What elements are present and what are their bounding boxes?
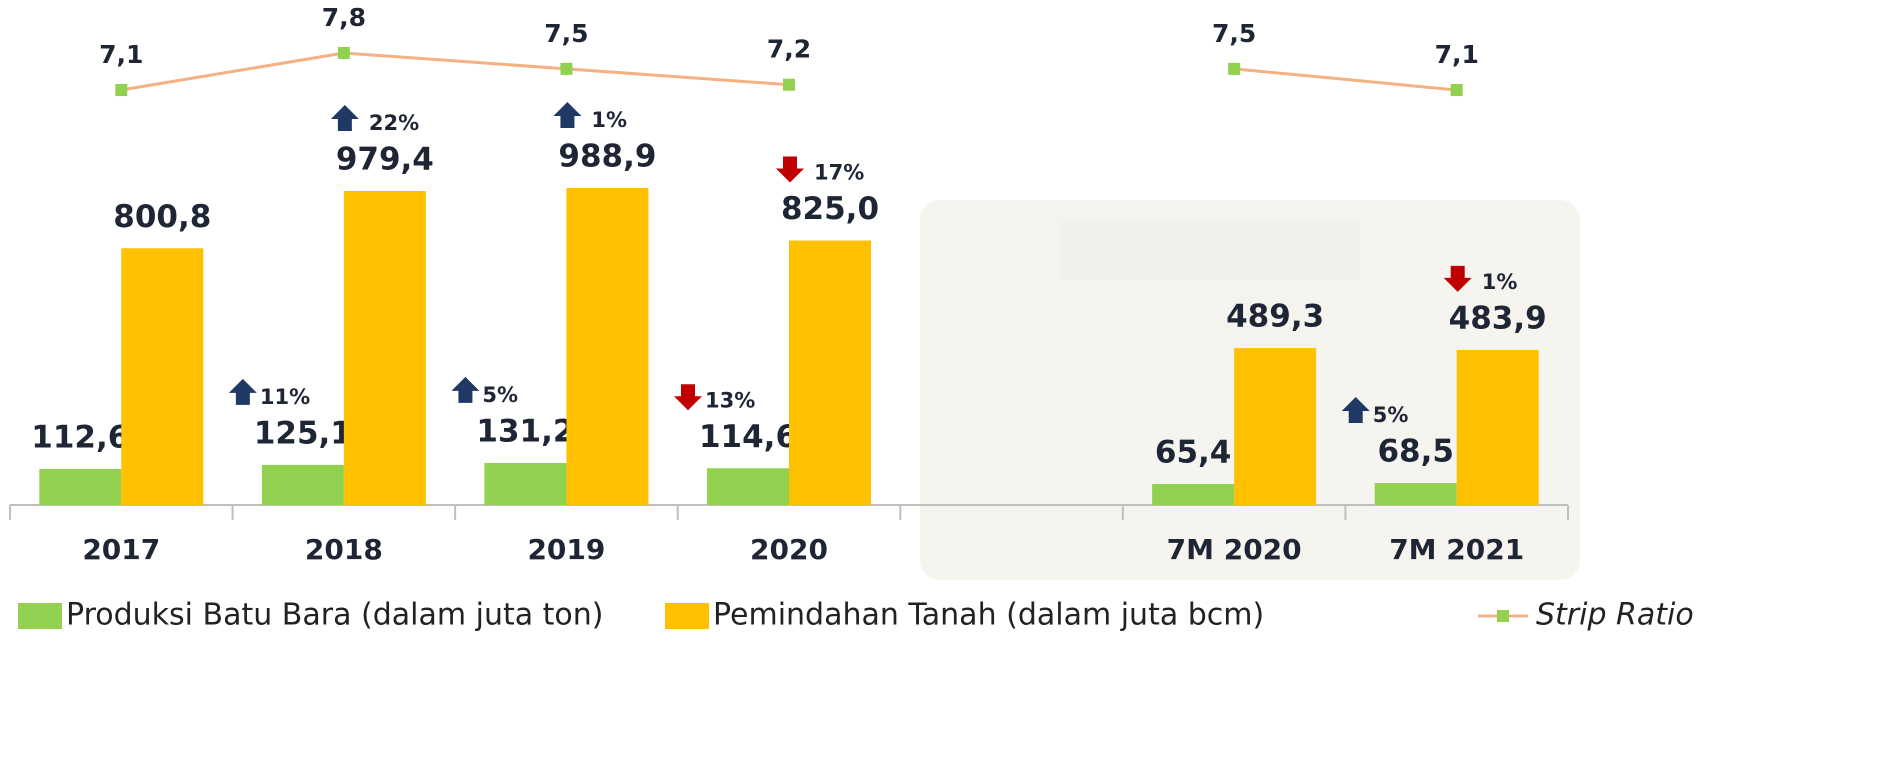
- bar: [1234, 348, 1317, 505]
- bar: [261, 464, 344, 505]
- value-label: 489,3: [1226, 299, 1324, 335]
- change-label: 1%: [1482, 270, 1518, 294]
- x-tick-label: 7M 2020: [1167, 533, 1302, 566]
- line-marker: [337, 46, 350, 59]
- legend-label: Produksi Batu Bara (dalam juta ton): [66, 598, 604, 633]
- change-label: 5%: [482, 383, 518, 407]
- bar: [1374, 483, 1457, 505]
- value-label: 483,9: [1449, 300, 1547, 336]
- line-marker: [560, 62, 573, 75]
- value-label: 125,1: [254, 415, 352, 451]
- value-label: 7,8: [322, 3, 366, 32]
- line: [121, 51, 1457, 92]
- arrow-up: [330, 105, 359, 132]
- value-label: 7,1: [1435, 40, 1479, 69]
- change-label: 5%: [1373, 403, 1409, 427]
- arrow-down: [776, 156, 804, 183]
- line-marker: [115, 84, 128, 97]
- value-label: 114,6: [699, 419, 797, 455]
- x-tick-label: 7M 2021: [1389, 533, 1524, 566]
- legend-label: Strip Ratio: [1536, 598, 1694, 633]
- bar: [343, 191, 426, 505]
- change-label: 1%: [591, 108, 627, 132]
- arrow-up: [1341, 397, 1370, 424]
- value-label: 988,9: [558, 138, 656, 174]
- x-tick-label: 2017: [82, 533, 160, 566]
- value-label: 7,5: [1212, 19, 1256, 48]
- value-label: 7,5: [544, 19, 588, 48]
- legend-label: Pemindahan Tanah (dalam juta bcm): [713, 598, 1264, 633]
- legend-swatch: [18, 603, 62, 629]
- arrow-up: [553, 101, 582, 128]
- x-tick-label: 2019: [527, 533, 605, 566]
- bar: [1152, 484, 1235, 505]
- value-label: 68,5: [1377, 434, 1454, 470]
- bar: [707, 468, 789, 505]
- value-label: 131,2: [476, 413, 574, 449]
- line-marker: [1228, 62, 1241, 75]
- legend-marker: [1497, 610, 1509, 622]
- change-label: 11%: [260, 385, 310, 409]
- change-label: 13%: [705, 388, 755, 412]
- bar: [39, 468, 122, 505]
- value-label: 65,4: [1155, 435, 1232, 471]
- x-tick-label: 2020: [750, 533, 828, 566]
- bar: [121, 248, 204, 505]
- value-label: 825,0: [781, 191, 879, 227]
- bar: [1456, 349, 1539, 505]
- change-label: 17%: [814, 161, 864, 185]
- value-label: 800,8: [113, 199, 211, 235]
- change-label: 22%: [369, 111, 419, 135]
- line-marker: [783, 78, 795, 91]
- line-marker: [1450, 84, 1463, 97]
- arrow-up: [228, 378, 257, 405]
- arrow-down: [1443, 265, 1472, 292]
- x-tick-label: 2018: [305, 533, 383, 566]
- value-label: 7,2: [767, 35, 811, 64]
- arrow-down: [674, 384, 702, 411]
- legend-swatch: [665, 603, 709, 629]
- bar: [484, 462, 567, 505]
- bar: [789, 240, 871, 505]
- value-label: 112,6: [31, 419, 129, 455]
- value-label: 7,1: [99, 40, 143, 69]
- arrow-up: [451, 376, 480, 403]
- bar: [566, 187, 649, 505]
- value-label: 979,4: [336, 142, 434, 178]
